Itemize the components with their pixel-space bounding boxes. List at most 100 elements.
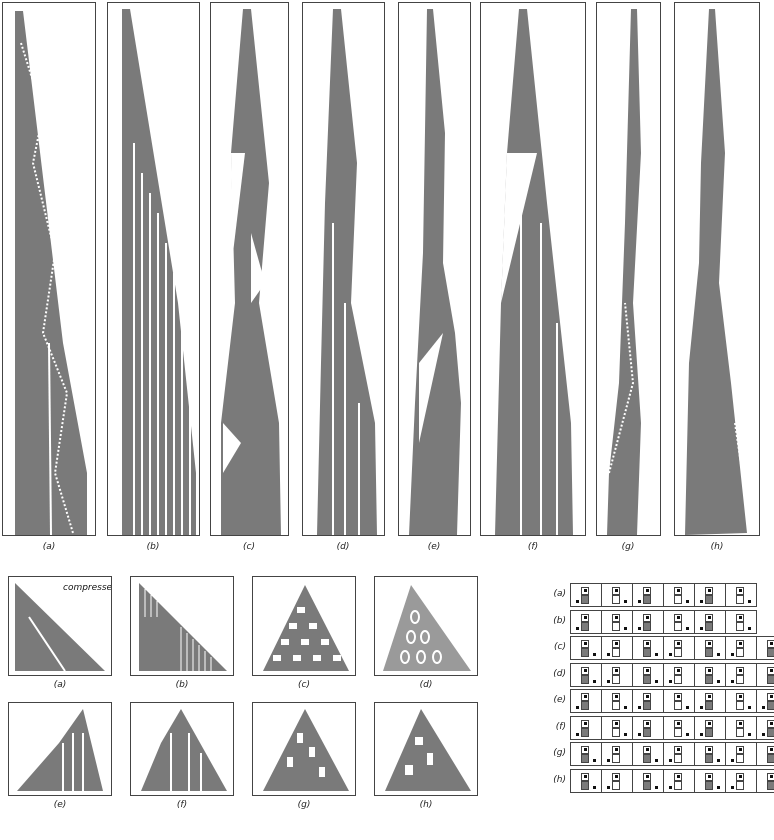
pattern-b [122, 9, 196, 535]
automaton-panel-a [2, 2, 96, 536]
pattern-e [409, 9, 461, 535]
head-dot [677, 642, 680, 645]
head-dot [770, 642, 773, 645]
direction-dot [717, 653, 720, 656]
rule-cell [632, 769, 663, 792]
head-dot [646, 748, 649, 751]
compressed-label-e: (e) [53, 800, 67, 810]
rule-cell [694, 637, 725, 659]
rule-cell-bottom [767, 701, 774, 710]
rule-cell [725, 690, 756, 712]
compressed-panel-f [130, 702, 234, 796]
rule-cell-bottom [705, 701, 713, 710]
rule-cell [725, 769, 756, 792]
head-dot [677, 774, 680, 778]
direction-dot [638, 732, 641, 736]
head-dot [708, 642, 711, 645]
rule-cell-bottom [767, 674, 774, 684]
compressed-pattern-a [15, 583, 105, 672]
direction-dot [607, 759, 610, 762]
rule-cell [571, 611, 601, 633]
rule-cell-bottom [674, 595, 682, 604]
direction-dot [638, 600, 641, 603]
head-dot [770, 668, 773, 672]
rule-cell-bottom [612, 701, 620, 710]
head-dot [708, 695, 711, 698]
automaton-panel-g [596, 2, 661, 536]
head-dot [615, 642, 618, 645]
direction-dot [762, 706, 765, 709]
rule-cell [694, 584, 725, 606]
pattern-d [317, 9, 377, 535]
rule-row [570, 583, 757, 607]
rule-row [570, 742, 774, 766]
pattern-g [607, 9, 641, 535]
pattern-f [495, 9, 573, 535]
head-dot [646, 695, 649, 698]
rule-cell-bottom [705, 621, 713, 631]
rule-cell-bottom [705, 727, 713, 737]
direction-dot [700, 706, 703, 709]
compressed-pattern-e [17, 709, 103, 791]
direction-dot [624, 706, 627, 709]
compressed-label-g: (g) [297, 800, 311, 810]
head-dot [646, 774, 649, 778]
panel-label-d: (d) [336, 542, 350, 552]
rule-cell [601, 610, 632, 633]
rule-cell [571, 584, 601, 606]
direction-dot [731, 679, 734, 683]
rule-cell [725, 743, 756, 765]
direction-dot [731, 653, 734, 656]
automaton-panel-d [302, 2, 385, 536]
direction-dot [655, 653, 658, 656]
head-dot [584, 721, 587, 725]
rule-cell [663, 690, 694, 712]
rule-cell [725, 716, 756, 739]
rule-cell-bottom [612, 674, 620, 684]
rule-cell-bottom [581, 727, 589, 737]
head-dot [770, 748, 773, 751]
head-dot [739, 774, 742, 778]
rule-cell [663, 716, 694, 739]
panel-label-e: (e) [427, 542, 441, 552]
head-dot [739, 721, 742, 725]
rule-cell-bottom [736, 701, 744, 710]
compressed-pattern-b [139, 583, 227, 671]
rule-cell-bottom [674, 621, 682, 631]
head-dot [708, 721, 711, 725]
rule-cell [571, 637, 601, 659]
compressed-label-d: (d) [419, 680, 433, 690]
compressed-pattern-f [141, 709, 227, 791]
automaton-panel-e [398, 2, 471, 536]
rule-cell [571, 690, 601, 712]
head-dot [584, 642, 587, 645]
rule-label: (e) [553, 695, 566, 705]
rule-cell [632, 637, 663, 659]
rule-cell-bottom [736, 674, 744, 684]
compressed-note: compressed [63, 583, 112, 593]
head-dot [708, 668, 711, 672]
direction-dot [593, 785, 596, 789]
panel-label-b: (b) [146, 542, 160, 552]
rule-cell [725, 584, 756, 606]
rule-cell-bottom [767, 754, 774, 763]
rule-cell [694, 769, 725, 792]
automaton-panel-h [674, 2, 760, 536]
direction-dot [624, 600, 627, 603]
compressed-label-f: (f) [176, 800, 188, 810]
rule-row [570, 768, 774, 793]
rule-cell-bottom [736, 648, 744, 657]
rule-cell [632, 716, 663, 739]
direction-dot [748, 706, 751, 709]
direction-dot [576, 626, 579, 630]
rule-cell [571, 717, 601, 739]
direction-dot [624, 626, 627, 630]
rule-cell-bottom [643, 621, 651, 631]
direction-dot [669, 653, 672, 656]
rule-cell-bottom [674, 674, 682, 684]
rule-cell-bottom [643, 754, 651, 763]
panel-label-f: (f) [527, 542, 539, 552]
head-dot [770, 774, 773, 778]
direction-dot [669, 785, 672, 789]
head-dot [739, 748, 742, 751]
